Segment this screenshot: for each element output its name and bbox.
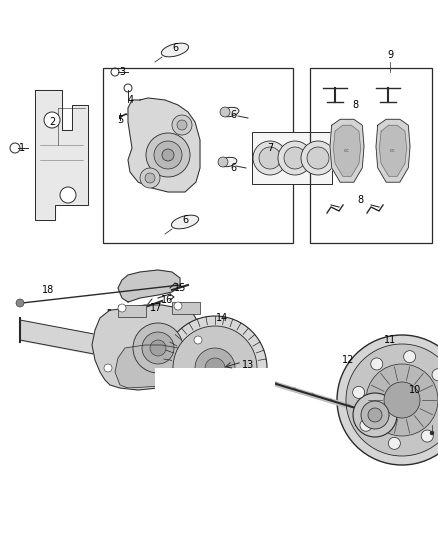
Circle shape: [346, 344, 438, 456]
Polygon shape: [118, 270, 180, 302]
Circle shape: [44, 112, 60, 128]
Bar: [118, 305, 146, 317]
Circle shape: [205, 358, 225, 378]
Circle shape: [253, 141, 287, 175]
Circle shape: [430, 431, 434, 435]
Circle shape: [145, 173, 155, 183]
Text: 12: 12: [342, 355, 354, 365]
Bar: [252, 132, 332, 184]
Circle shape: [360, 419, 372, 431]
Circle shape: [133, 323, 183, 373]
Ellipse shape: [219, 157, 237, 167]
Circle shape: [154, 141, 182, 169]
Circle shape: [118, 304, 126, 312]
Polygon shape: [35, 90, 88, 220]
Circle shape: [353, 393, 397, 437]
Text: 6: 6: [172, 43, 178, 53]
Circle shape: [368, 408, 382, 422]
Circle shape: [353, 386, 365, 398]
Text: 6: 6: [230, 110, 236, 120]
Polygon shape: [128, 98, 200, 192]
Bar: [155, 368, 275, 428]
Text: 15: 15: [174, 283, 186, 293]
Text: 11: 11: [384, 335, 396, 345]
Circle shape: [361, 401, 389, 429]
Circle shape: [278, 141, 312, 175]
Ellipse shape: [161, 43, 189, 57]
Circle shape: [162, 149, 174, 161]
Circle shape: [195, 348, 235, 388]
Circle shape: [366, 364, 438, 436]
Circle shape: [150, 340, 166, 356]
Text: 18: 18: [42, 285, 54, 295]
Circle shape: [172, 115, 192, 135]
Text: 7: 7: [267, 143, 273, 153]
Text: 3: 3: [119, 67, 125, 77]
Polygon shape: [92, 305, 200, 390]
Text: 17: 17: [150, 303, 162, 313]
Circle shape: [337, 335, 438, 465]
Ellipse shape: [171, 215, 198, 229]
Circle shape: [220, 107, 230, 117]
Text: 6: 6: [182, 215, 188, 225]
Circle shape: [432, 369, 438, 381]
Circle shape: [16, 299, 24, 307]
Circle shape: [389, 438, 400, 449]
Circle shape: [301, 141, 335, 175]
Bar: [103, 68, 293, 243]
Polygon shape: [330, 119, 364, 182]
Circle shape: [163, 316, 267, 420]
Text: 2: 2: [49, 117, 55, 127]
Text: 8: 8: [357, 195, 363, 205]
Text: 4: 4: [128, 95, 134, 105]
Text: 10: 10: [409, 385, 421, 395]
Text: 13: 13: [242, 360, 254, 370]
Circle shape: [142, 332, 174, 364]
Text: 6: 6: [230, 163, 236, 173]
Bar: [172, 302, 200, 314]
Circle shape: [218, 157, 228, 167]
Text: 16: 16: [161, 295, 173, 305]
Circle shape: [173, 326, 257, 410]
Text: cc: cc: [344, 148, 350, 154]
Circle shape: [194, 336, 202, 344]
Polygon shape: [379, 125, 406, 176]
Text: 9: 9: [387, 50, 393, 60]
Circle shape: [307, 147, 329, 169]
Circle shape: [174, 302, 182, 310]
Circle shape: [284, 147, 306, 169]
Circle shape: [259, 147, 281, 169]
Text: 8: 8: [352, 100, 358, 110]
Circle shape: [371, 358, 383, 370]
Bar: [310, 68, 432, 243]
Circle shape: [104, 364, 112, 372]
Text: 14: 14: [216, 313, 228, 323]
Text: cc: cc: [390, 148, 396, 154]
Circle shape: [421, 430, 433, 442]
Circle shape: [140, 168, 160, 188]
Polygon shape: [376, 119, 410, 182]
Circle shape: [384, 382, 420, 418]
Text: 5: 5: [117, 115, 123, 125]
Polygon shape: [115, 345, 185, 388]
Circle shape: [177, 120, 187, 130]
Circle shape: [60, 187, 76, 203]
Polygon shape: [333, 125, 360, 176]
Text: 1: 1: [19, 143, 25, 153]
Ellipse shape: [221, 107, 239, 117]
Circle shape: [146, 133, 190, 177]
Circle shape: [404, 351, 416, 362]
